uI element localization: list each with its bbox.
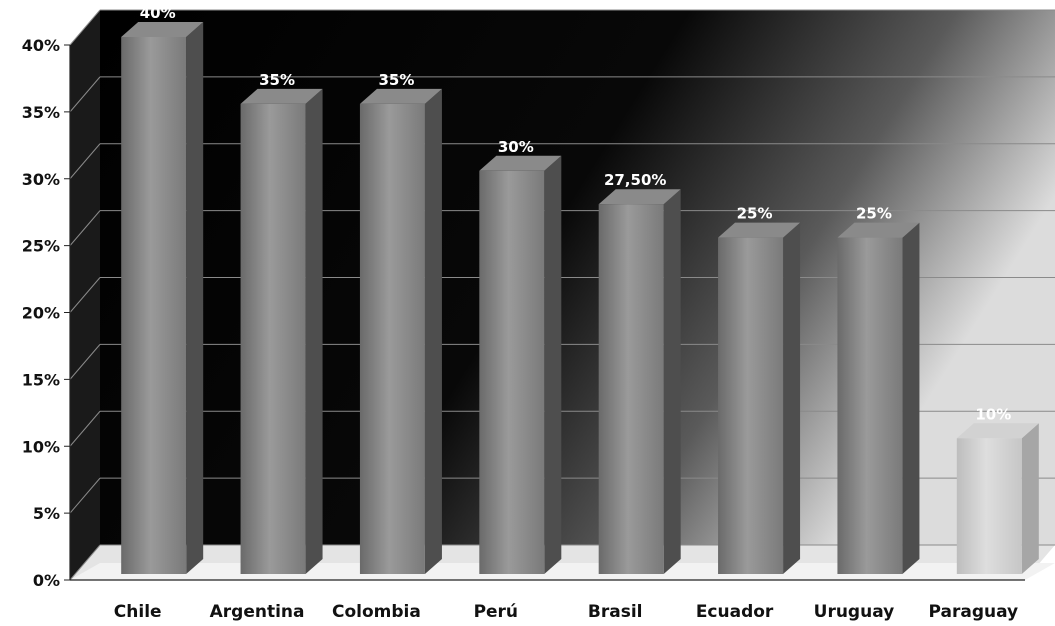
data-label: 30% <box>498 138 534 156</box>
y-tick-label: 35% <box>22 103 60 122</box>
data-label: 25% <box>737 205 773 223</box>
data-label: 35% <box>259 71 295 89</box>
data-labels: 40% 35% 35% 30% 27,50% 25% 25% 10% <box>140 4 1012 423</box>
x-tick-label: Colombia <box>332 602 421 622</box>
bar-top <box>837 222 920 238</box>
bar-front <box>359 103 425 574</box>
bar-ecuador <box>718 222 801 574</box>
data-label: 27,50% <box>604 171 666 189</box>
bar-top <box>121 22 204 37</box>
y-tick-label: 10% <box>22 437 60 456</box>
data-label: 25% <box>856 205 892 223</box>
y-axis: 0% 5% 10% 15% 20% 25% 30% 35% 40% <box>22 36 71 590</box>
y-tick-label: 20% <box>22 304 60 323</box>
bar-top <box>598 189 681 205</box>
bar-paraguay <box>956 423 1039 574</box>
y-tick-label: 0% <box>33 571 60 590</box>
bar-side <box>424 88 442 574</box>
x-tick-label: Brasil <box>588 602 643 622</box>
bar-uruguay <box>837 222 920 574</box>
bar-top <box>359 88 442 104</box>
bar-side <box>783 222 801 574</box>
bar-front <box>479 170 545 574</box>
data-label: 40% <box>140 4 176 22</box>
gridline-side <box>69 344 101 380</box>
bars <box>121 22 1039 574</box>
y-tick-label: 5% <box>33 504 60 523</box>
y-tick-label: 30% <box>22 170 60 189</box>
bar-colombia <box>359 88 442 574</box>
bar-front <box>121 37 187 574</box>
bar-argentina <box>240 88 323 574</box>
bar-top <box>718 222 801 238</box>
data-label: 10% <box>975 405 1011 423</box>
gridline-side <box>69 410 101 447</box>
bar-side <box>663 189 681 574</box>
floor-shadow <box>70 563 1055 580</box>
x-tick-label: Ecuador <box>696 602 774 622</box>
bar-brasil <box>598 189 681 574</box>
data-label: 35% <box>378 71 414 89</box>
gridline-side <box>69 277 101 313</box>
gridline-side <box>69 210 101 246</box>
y-tick-label: 25% <box>22 237 60 256</box>
x-tick-label: Paraguay <box>928 602 1018 622</box>
x-tick-label: Perú <box>474 602 518 622</box>
bar-side <box>902 222 920 574</box>
gridline-side <box>69 544 101 581</box>
bar-side <box>305 88 323 574</box>
bar-top <box>956 423 1039 439</box>
bar-side <box>186 22 204 574</box>
bar-chile <box>121 22 204 574</box>
gridline-side <box>69 76 101 113</box>
x-tick-label: Argentina <box>210 602 305 622</box>
y-tick-label: 40% <box>22 36 60 55</box>
bar-side <box>1021 423 1039 574</box>
gridline-side <box>69 477 101 514</box>
bar-front <box>837 237 903 574</box>
bar-top <box>479 155 562 171</box>
bar-front <box>598 204 664 574</box>
x-tick-label: Chile <box>114 602 162 622</box>
bar-side <box>544 155 562 574</box>
bar-front <box>718 237 784 574</box>
bar-top <box>240 88 323 104</box>
x-axis: Chile Argentina Colombia Perú Brasil Ecuador U… <box>70 579 1025 622</box>
x-tick-label: Uruguay <box>814 602 895 622</box>
bar-front <box>956 438 1022 574</box>
gridline-side <box>69 143 101 180</box>
y-tick-label: 15% <box>22 370 60 389</box>
bar-front <box>240 103 306 574</box>
bar-per- <box>479 155 562 574</box>
gridline-side <box>69 9 101 46</box>
